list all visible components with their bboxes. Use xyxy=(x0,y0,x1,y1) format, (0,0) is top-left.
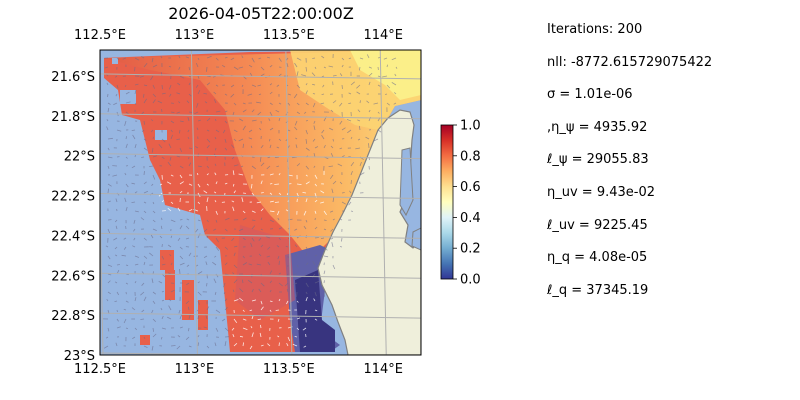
gridline-lat-4 xyxy=(100,232,421,239)
lat-tick-6: 22.8°S xyxy=(51,309,95,324)
gridline-lat-7 xyxy=(100,352,261,355)
stat-sigma: σ = 1.01e-06 xyxy=(547,87,633,103)
colorbar-tick-0: 0.0 xyxy=(460,273,481,288)
stat-eta-uv: η_uv = 9.43e-02 xyxy=(547,184,656,200)
lon-tick-top-1: 113°E xyxy=(175,28,215,43)
map-axes: 112.5°E 113°E 113.5°E 114°E 112.5°E 113°E 113… xyxy=(51,28,422,377)
stat-iterations: Iterations: 200 xyxy=(547,22,643,37)
gridline-lon-2 xyxy=(285,50,293,355)
colorbar-ticks: 0.0 0.2 0.4 0.6 0.8 1.0 xyxy=(453,119,481,288)
lat-ticks: 21.6°S 21.8°S 22°S 22.2°S 22.4°S 22.6°S 22.8°S… xyxy=(51,70,95,364)
lon-ticks-top: 112.5°E 113°E 113.5°E 114°E xyxy=(74,28,403,43)
stats-panel: Iterations: 200 nll: -8772.615729075422 … xyxy=(547,14,712,307)
gridline-lon-0 xyxy=(100,177,104,355)
colorbar: 0.0 0.2 0.4 0.6 0.8 1.0 xyxy=(440,119,481,288)
stat-eta-psi: ,η_ψ = 4935.92 xyxy=(547,119,648,135)
lat-tick-2: 22°S xyxy=(64,150,95,165)
gridline-lat-5 xyxy=(100,272,421,279)
colorbar-tick-3: 0.6 xyxy=(460,180,481,195)
lon-tick-bottom-2: 113.5°E xyxy=(263,362,315,377)
stat-ell-psi: ℓ_ψ = 29055.83 xyxy=(547,152,649,168)
lon-tick-top-2: 113.5°E xyxy=(263,28,315,43)
gridline-lat-3 xyxy=(100,193,421,200)
gridline-lat-0 xyxy=(100,73,421,80)
lat-tick-3: 22.2°S xyxy=(51,190,95,205)
lon-tick-bottom-1: 113°E xyxy=(175,362,215,377)
colorbar-bar xyxy=(440,124,454,280)
lon-tick-top-3: 114°E xyxy=(363,28,403,43)
gridlines xyxy=(100,50,421,355)
colorbar-tick-1: 0.2 xyxy=(460,242,481,257)
current-vectors xyxy=(103,53,398,351)
gridline-lon-1 xyxy=(190,50,198,355)
stat-nll: nll: -8772.615729075422 xyxy=(547,54,713,70)
map-title: 2026-04-05T22:00:00Z xyxy=(168,4,354,23)
gridline-lat-6 xyxy=(100,312,421,319)
gridline-lon-3 xyxy=(379,50,387,355)
lat-tick-1: 21.8°S xyxy=(51,110,95,125)
gridline-lat-1 xyxy=(100,113,421,120)
lat-tick-4: 22.4°S xyxy=(51,229,95,244)
stat-eta-q: η_q = 4.08e-05 xyxy=(547,250,648,266)
coast-bay xyxy=(411,227,421,251)
colorbar-tick-5: 1.0 xyxy=(460,119,481,134)
lat-tick-0: 21.6°S xyxy=(51,70,95,85)
colorbar-tick-4: 0.8 xyxy=(460,149,481,164)
lat-tick-5: 22.6°S xyxy=(51,269,95,284)
lon-tick-bottom-3: 114°E xyxy=(363,362,403,377)
lat-tick-7: 23°S xyxy=(64,349,95,364)
stat-ell-q: ℓ_q = 37345.19 xyxy=(547,282,649,298)
lon-ticks-bottom: 112.5°E 113°E 113.5°E 114°E xyxy=(74,362,403,377)
stat-ell-uv: ℓ_uv = 9225.45 xyxy=(547,217,648,233)
lon-tick-top-0: 112.5°E xyxy=(74,28,126,43)
colorbar-tick-2: 0.4 xyxy=(460,211,481,226)
gridline-lat-2 xyxy=(100,153,421,160)
lon-tick-bottom-0: 112.5°E xyxy=(74,362,126,377)
map-frame xyxy=(99,49,422,356)
